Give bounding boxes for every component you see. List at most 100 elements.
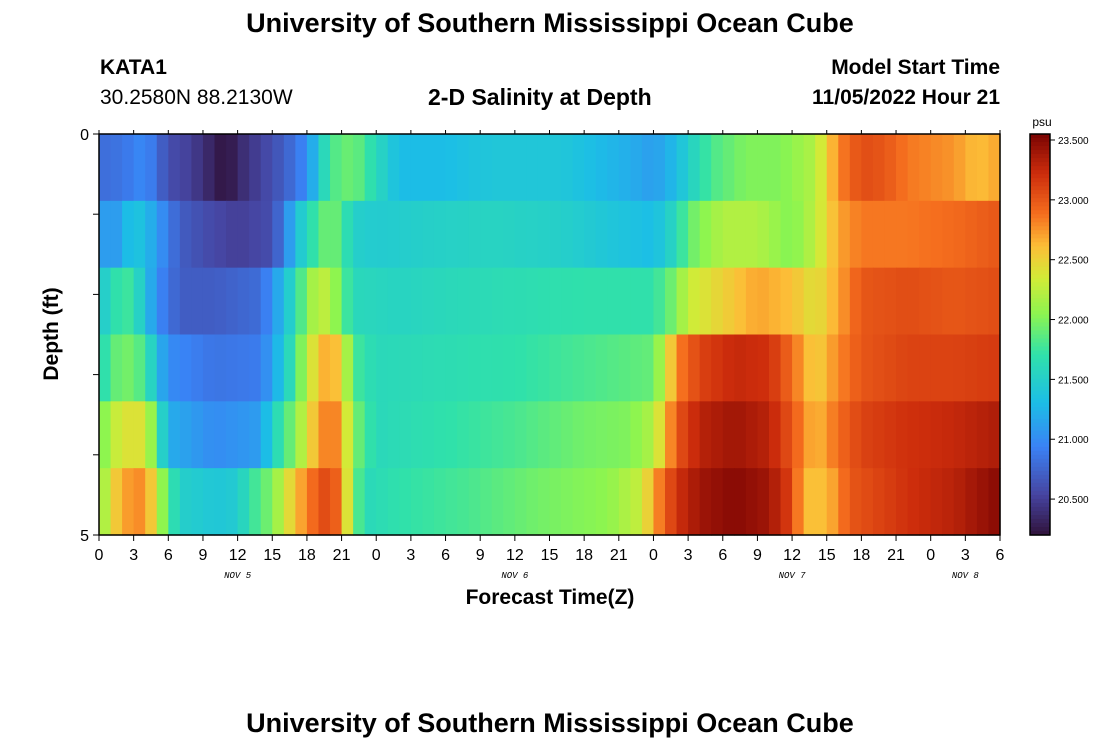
heatmap-cell bbox=[503, 334, 516, 402]
heatmap-cell bbox=[699, 334, 712, 402]
heatmap-cell bbox=[630, 200, 643, 269]
heatmap-cell bbox=[283, 401, 296, 469]
colorbar-segment bbox=[1030, 474, 1050, 480]
heatmap-cell bbox=[202, 267, 216, 336]
heatmap-cell bbox=[168, 401, 181, 469]
heatmap-cell bbox=[561, 200, 574, 269]
heatmap-cell bbox=[399, 334, 412, 402]
heatmap-cell bbox=[133, 134, 146, 202]
heatmap-cell bbox=[422, 134, 435, 202]
heatmap-cell bbox=[826, 134, 839, 202]
heatmap-cell bbox=[792, 267, 805, 336]
heatmap-cell bbox=[526, 334, 539, 402]
heatmap-cell bbox=[930, 134, 943, 202]
heatmap-cell bbox=[110, 401, 123, 469]
heatmap-cell bbox=[965, 267, 978, 336]
heatmap-cell bbox=[445, 134, 458, 202]
heatmap-cell bbox=[318, 468, 331, 536]
page-title: University of Southern Mississippi Ocean… bbox=[246, 8, 854, 38]
colorbar-segment bbox=[1030, 522, 1050, 528]
heatmap-cell bbox=[457, 334, 470, 402]
colorbar-segment bbox=[1030, 218, 1050, 223]
heatmap-cell bbox=[896, 267, 909, 336]
heatmap-cell bbox=[861, 334, 874, 402]
colorbar-segment bbox=[1030, 374, 1050, 380]
heatmap-cell bbox=[399, 401, 412, 469]
colorbar-segment bbox=[1030, 306, 1050, 312]
heatmap-cell bbox=[572, 401, 585, 469]
heatmap-cell bbox=[503, 134, 516, 202]
heatmap-cell bbox=[168, 267, 181, 336]
heatmap-cell bbox=[584, 267, 597, 336]
heatmap-cell bbox=[330, 267, 343, 336]
colorbar-segment bbox=[1030, 494, 1050, 500]
colorbar-segment bbox=[1030, 174, 1050, 179]
x-tick-label: 21 bbox=[887, 547, 905, 564]
heatmap-cell bbox=[988, 468, 1001, 536]
x-tick-label: 0 bbox=[95, 547, 104, 564]
heatmap-cell bbox=[965, 468, 978, 536]
heatmap-cell bbox=[376, 468, 389, 536]
heatmap-cell bbox=[549, 267, 562, 336]
colorbar-segment bbox=[1030, 390, 1050, 396]
x-tick-label: 15 bbox=[818, 547, 836, 564]
heatmap-cell bbox=[549, 200, 562, 269]
colorbar-segment bbox=[1030, 210, 1050, 215]
colorbar-segment bbox=[1030, 518, 1050, 524]
heatmap-cell bbox=[907, 468, 920, 536]
colorbar-tick-label: 22.500 bbox=[1058, 256, 1089, 267]
heatmap-cell bbox=[156, 468, 169, 536]
heatmap-cell bbox=[618, 334, 631, 402]
heatmap-cell bbox=[457, 134, 470, 202]
colorbar-segment bbox=[1030, 530, 1050, 536]
heatmap-cell bbox=[584, 200, 597, 269]
station-coordinates: 30.2580N 88.2130W bbox=[100, 86, 293, 109]
colorbar-segment bbox=[1030, 214, 1050, 219]
heatmap-cell bbox=[815, 334, 828, 402]
colorbar-segment bbox=[1030, 370, 1050, 376]
heatmap-cell bbox=[815, 267, 828, 336]
colorbar-segment bbox=[1030, 322, 1050, 328]
heatmap-cell bbox=[780, 468, 793, 536]
colorbar-segment bbox=[1030, 418, 1050, 424]
heatmap-cell bbox=[792, 200, 805, 269]
heatmap-cell bbox=[641, 334, 655, 402]
heatmap-cell bbox=[745, 401, 759, 469]
heatmap-cell bbox=[387, 200, 400, 269]
heatmap-cell bbox=[480, 200, 493, 269]
heatmap-cell bbox=[283, 134, 296, 202]
heatmap-cell bbox=[896, 401, 909, 469]
colorbar-unit: psu bbox=[1032, 115, 1051, 129]
heatmap-cell bbox=[445, 200, 458, 269]
colorbar-segment bbox=[1030, 194, 1050, 199]
heatmap-cell bbox=[145, 334, 158, 402]
heatmap-cell bbox=[630, 334, 643, 402]
heatmap-cell bbox=[665, 200, 678, 269]
heatmap-cell bbox=[792, 468, 805, 536]
heatmap-cell bbox=[803, 468, 816, 536]
heatmap-cell bbox=[433, 267, 447, 336]
heatmap-cell bbox=[514, 334, 527, 402]
heatmap-cell bbox=[249, 267, 262, 336]
heatmap-cell bbox=[595, 401, 608, 469]
heatmap-cell bbox=[537, 267, 551, 336]
heatmap-cell bbox=[249, 134, 262, 202]
heatmap-cell bbox=[768, 134, 782, 202]
heatmap-cell bbox=[815, 468, 828, 536]
heatmap-cell bbox=[133, 468, 146, 536]
heatmap-cell bbox=[838, 468, 851, 536]
heatmap-cell bbox=[607, 200, 620, 269]
colorbar-segment bbox=[1030, 138, 1050, 143]
heatmap-cell bbox=[884, 200, 897, 269]
colorbar-segment bbox=[1030, 186, 1050, 191]
colorbar-segment bbox=[1030, 146, 1050, 151]
x-tick-label: 0 bbox=[926, 547, 935, 564]
colorbar-segment bbox=[1030, 294, 1050, 300]
heatmap-cell bbox=[306, 200, 320, 269]
heatmap-cell bbox=[780, 134, 793, 202]
heatmap-cell bbox=[711, 134, 724, 202]
heatmap-cell bbox=[653, 334, 666, 402]
colorbar-segment bbox=[1030, 406, 1050, 412]
heatmap-cell bbox=[526, 134, 539, 202]
heatmap-cell bbox=[861, 134, 874, 202]
